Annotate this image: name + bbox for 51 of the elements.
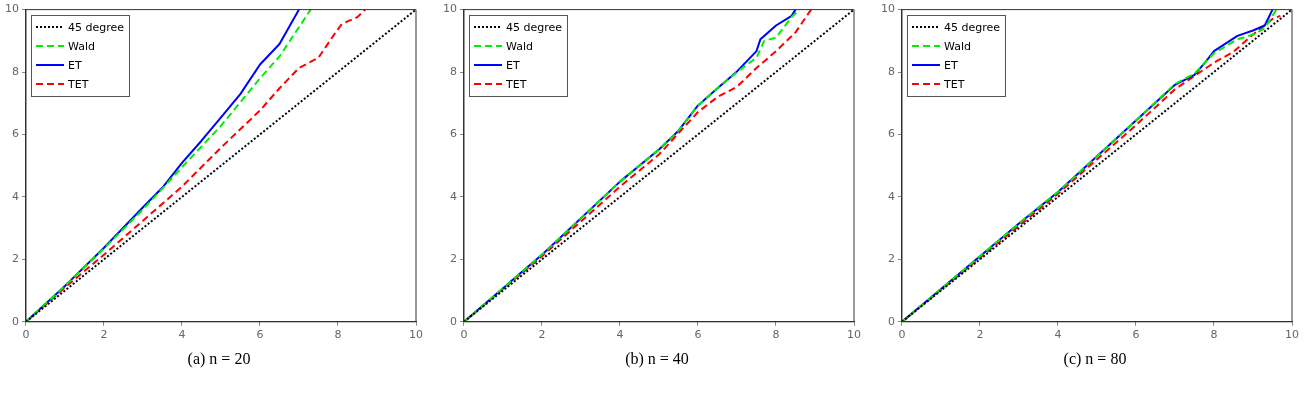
x-tick-label: 10 xyxy=(847,328,861,342)
legend-label: 45 degree xyxy=(943,20,1001,34)
y-tick-label: 6 xyxy=(12,127,19,141)
x-tick-label: 6 xyxy=(694,328,702,342)
y-tick-label: 2 xyxy=(12,252,19,266)
y-tick-label: 0 xyxy=(450,314,457,328)
x-tick-label: 2 xyxy=(100,328,108,342)
y-tick-label: 0 xyxy=(12,314,19,328)
x-tick-label: 8 xyxy=(1210,328,1218,342)
y-tick-label: 10 xyxy=(5,2,19,16)
y-tick-label: 8 xyxy=(12,64,19,78)
x-tick-label: 4 xyxy=(616,328,624,342)
text: (c) n = 80 xyxy=(1062,350,1128,368)
legend-label: TET xyxy=(943,77,965,91)
x-tick-label: 8 xyxy=(334,328,342,342)
x-tick-label: 6 xyxy=(1132,328,1140,342)
x-tick-label: 2 xyxy=(976,328,984,342)
legend-label: ET xyxy=(67,58,82,72)
legend-label: ET xyxy=(505,58,520,72)
x-tick-label: 6 xyxy=(256,328,264,342)
y-tick-label: 2 xyxy=(450,252,457,266)
legend-label: Wald xyxy=(505,39,533,53)
legend-label: 45 degree xyxy=(67,20,125,34)
x-tick-label: 0 xyxy=(898,328,906,342)
y-tick-label: 6 xyxy=(450,127,457,141)
x-tick-label: 8 xyxy=(772,328,780,342)
y-tick-label: 10 xyxy=(881,2,895,16)
x-tick-label: 0 xyxy=(460,328,468,342)
y-tick-label: 2 xyxy=(888,252,895,266)
x-tick-label: 10 xyxy=(409,328,423,342)
legend-label: Wald xyxy=(943,39,971,53)
text: (b) n = 40 xyxy=(624,350,690,368)
x-tick-label: 0 xyxy=(22,328,30,342)
y-tick-label: 4 xyxy=(888,189,895,203)
y-tick-label: 0 xyxy=(888,314,895,328)
legend-label: TET xyxy=(505,77,527,91)
x-tick-label: 10 xyxy=(1285,328,1299,342)
y-tick-label: 10 xyxy=(443,2,457,16)
text: (a) n = 20 xyxy=(186,350,252,368)
y-tick-label: 8 xyxy=(888,64,895,78)
legend-label: 45 degree xyxy=(505,20,563,34)
y-tick-label: 4 xyxy=(12,189,19,203)
x-tick-label: 4 xyxy=(178,328,186,342)
y-tick-label: 8 xyxy=(450,64,457,78)
legend-label: ET xyxy=(943,58,958,72)
y-tick-label: 4 xyxy=(450,189,457,203)
legend-label: Wald xyxy=(67,39,95,53)
x-tick-label: 4 xyxy=(1054,328,1062,342)
y-tick-label: 6 xyxy=(888,127,895,141)
legend-label: TET xyxy=(67,77,89,91)
x-tick-label: 2 xyxy=(538,328,546,342)
